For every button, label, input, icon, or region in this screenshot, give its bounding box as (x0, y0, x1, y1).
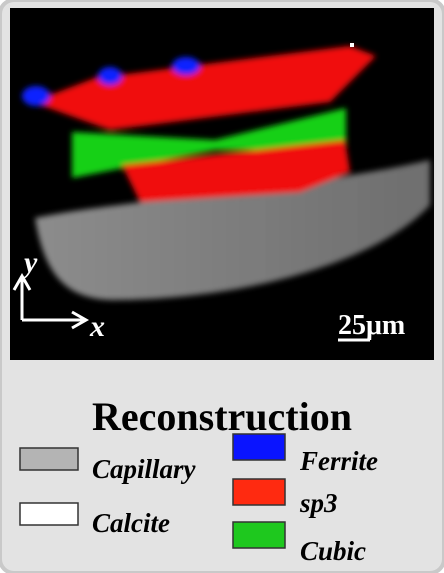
legend-swatch (233, 479, 285, 505)
legend-label: sp3 (299, 488, 338, 518)
legend-swatch (233, 522, 285, 548)
ferrite-shape (172, 57, 200, 75)
ferrite-shape (98, 67, 122, 85)
y-axis-label: y (21, 246, 38, 279)
legend-label: Capillary (92, 454, 197, 484)
legend-title: Reconstruction (92, 394, 352, 439)
ferrite-shape (22, 86, 50, 106)
legend-swatch (233, 434, 285, 460)
legend-swatch (20, 503, 78, 525)
legend-swatch (20, 448, 78, 470)
legend-label: Cubic (300, 536, 366, 566)
legend-label: Ferrite (299, 446, 378, 476)
x-axis-label: x (89, 310, 105, 343)
legend-label: Calcite (92, 508, 170, 538)
figure: y x 25μm Reconstruction Capillary Calcite… (0, 0, 444, 573)
scale-bar-label: 25μm (338, 310, 405, 341)
calcite-shape (350, 43, 354, 47)
